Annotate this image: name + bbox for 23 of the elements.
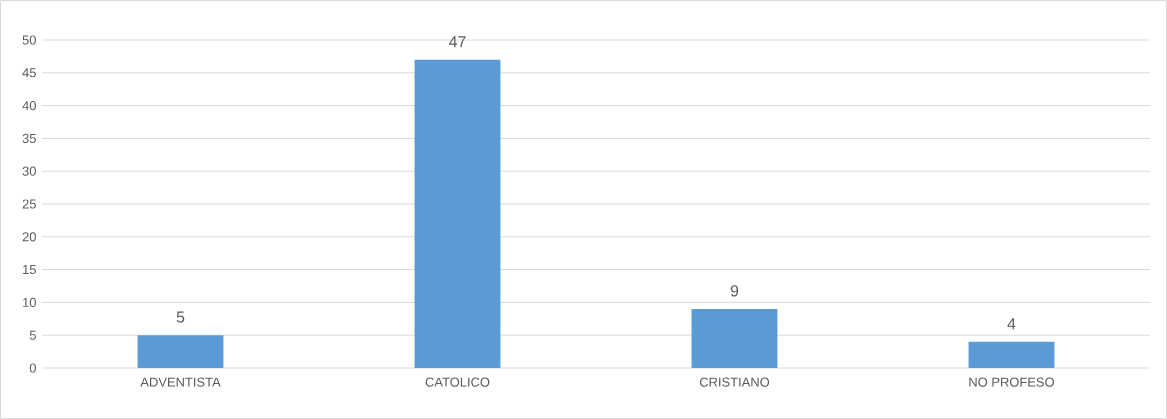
bar: [137, 335, 224, 368]
y-tick-label: 35: [22, 133, 36, 143]
y-tick-label: 5: [29, 330, 36, 340]
x-tick-label: CRISTIANO: [699, 377, 770, 387]
y-tick-label: 25: [22, 199, 36, 209]
x-tick-label: CATOLICO: [425, 377, 490, 387]
y-tick-label: 30: [22, 166, 36, 176]
y-tick-label: 40: [22, 101, 36, 111]
x-tick-label: NO PROFESO: [969, 377, 1055, 387]
y-tick-label: 15: [23, 265, 36, 275]
y-tick-label: 0: [29, 363, 36, 373]
data-label: 9: [730, 285, 739, 297]
y-tick-label: 20: [22, 232, 36, 242]
data-label: 47: [448, 36, 466, 48]
y-tick-label: 10: [23, 297, 36, 307]
bar: [968, 341, 1055, 368]
y-tick-label: 50: [22, 35, 36, 45]
data-label: 4: [1007, 318, 1016, 330]
y-tick-label: 45: [22, 68, 36, 78]
bar: [414, 59, 501, 368]
x-tick-label: ADVENTISTA: [140, 377, 221, 387]
data-label: 5: [176, 311, 185, 323]
bar: [691, 308, 778, 368]
